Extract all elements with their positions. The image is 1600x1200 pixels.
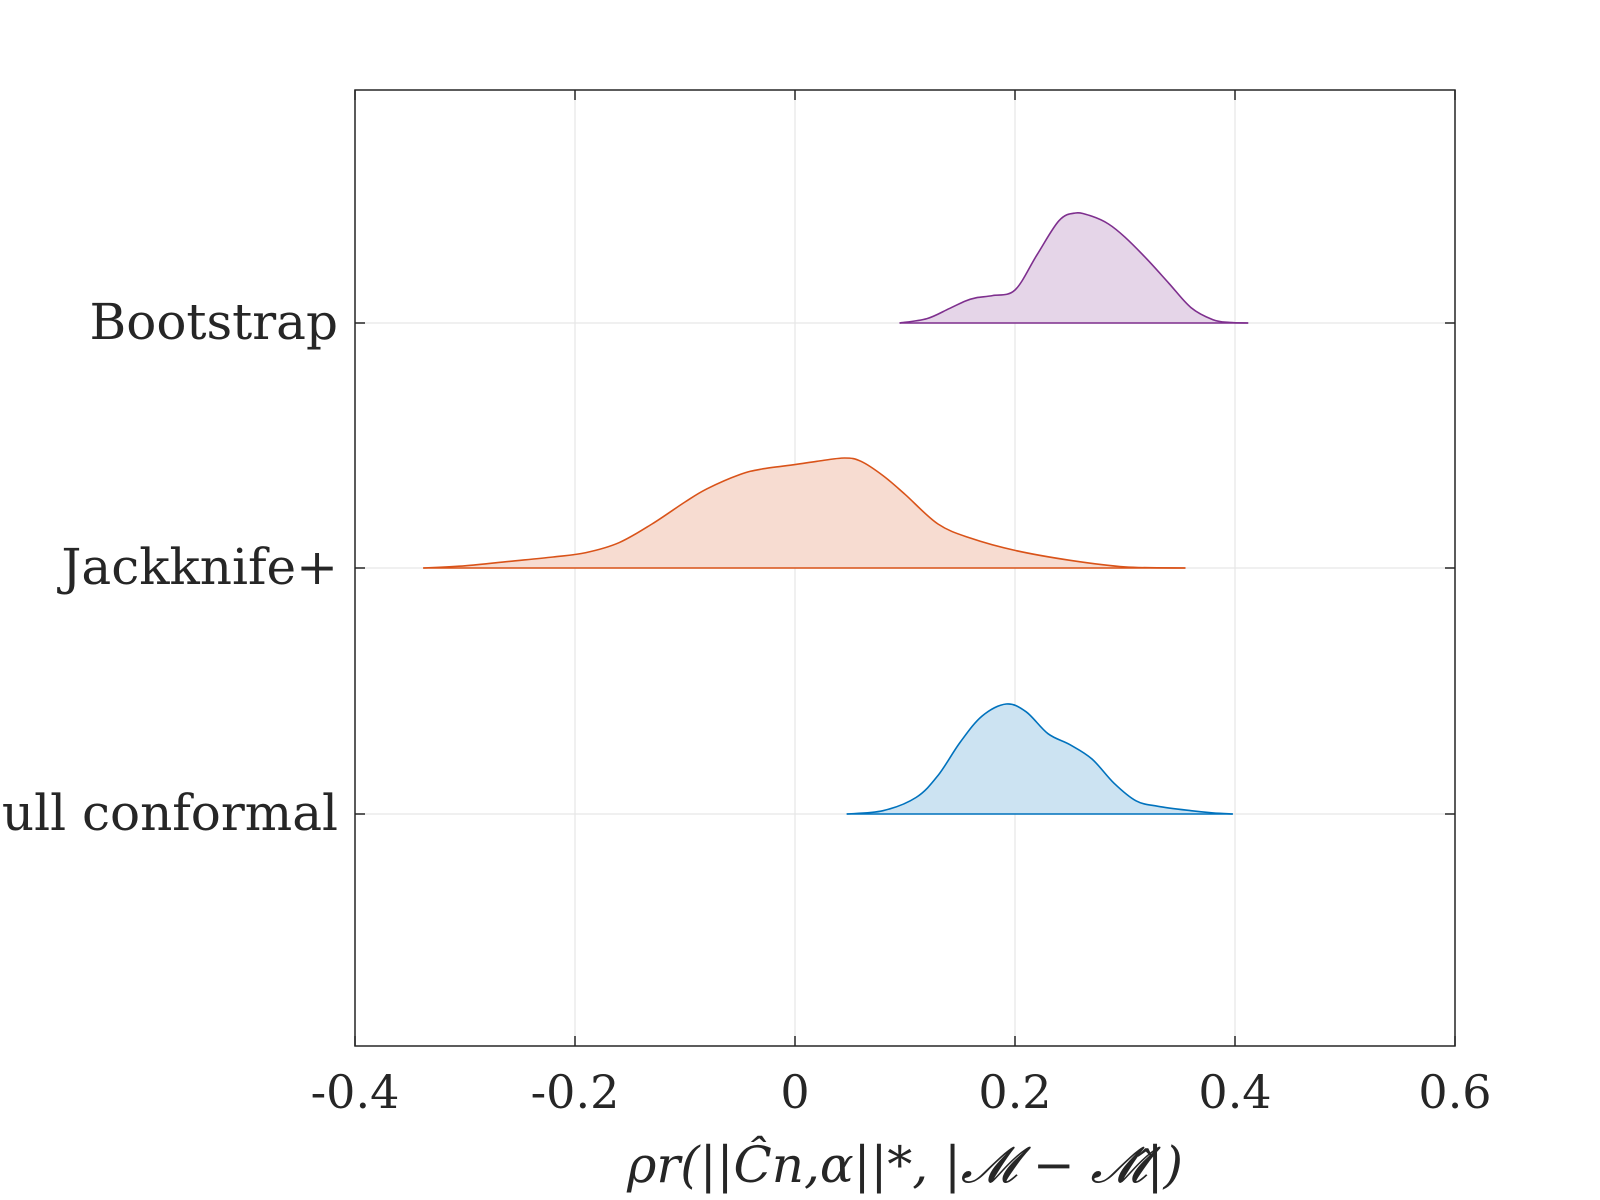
- x-tick-label: -0.4: [311, 1065, 400, 1119]
- x-tick-label: 0.6: [1418, 1065, 1491, 1119]
- ridge-curve-bootstrap: [899, 212, 1249, 324]
- ridge-curve-full-conformal: [846, 703, 1233, 815]
- x-tick-labels: -0.4 -0.2 0 0.2 0.4 0.6: [311, 1065, 1492, 1119]
- category-labels: Bootstrap Jackknife+ Full conformal: [0, 293, 338, 842]
- category-label: Jackknife+: [56, 538, 338, 596]
- x-tick-label: 0.4: [1198, 1065, 1271, 1119]
- ridge-fill-jackknife-: [423, 458, 1186, 568]
- ridge-fill-full-conformal: [846, 703, 1233, 814]
- x-tick-label: 0.2: [978, 1065, 1051, 1119]
- ridge-fill-bootstrap: [899, 212, 1249, 323]
- x-axis-title: ρr(||Ĉn,α||*, |𝓜 − 𝓜̂|): [626, 1135, 1183, 1194]
- category-label: Full conformal: [0, 784, 338, 842]
- axis-ticks: [354, 90, 1456, 1046]
- x-tick-label: -0.2: [531, 1065, 620, 1119]
- x-tick-label: 0: [780, 1065, 809, 1119]
- density-ridges: [423, 212, 1249, 815]
- category-label: Bootstrap: [89, 293, 338, 351]
- ridge-curve-jackknife-: [423, 457, 1186, 569]
